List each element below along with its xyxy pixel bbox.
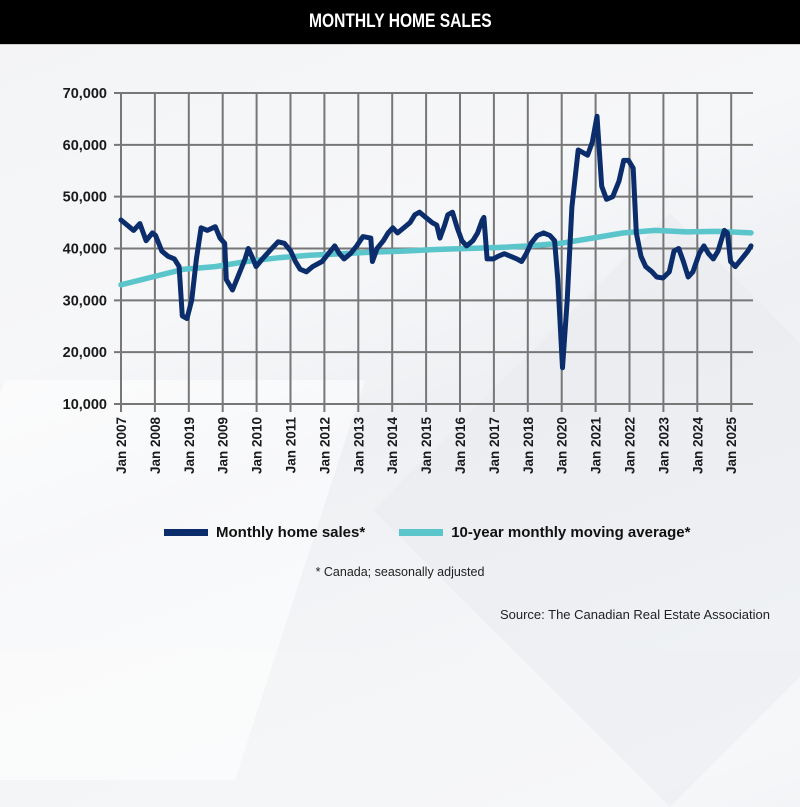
x-tick-label: Jan 2023 xyxy=(656,417,671,475)
legend-label-average: 10-year monthly moving average* xyxy=(451,524,691,541)
chart-header: MONTHLY HOME SALES xyxy=(0,0,800,45)
y-axis-ticks: 70,000 60,000 50,000 40,000 30,000 20,000 10,0… xyxy=(63,86,107,413)
x-tick-label: Jan 2012 xyxy=(317,417,332,474)
x-tick-label: Jan 2009 xyxy=(216,417,231,474)
x-tick-label: Jan 2021 xyxy=(589,417,604,475)
x-tick-label: Jan 2011 xyxy=(284,417,299,474)
x-tick-label: Jan 2014 xyxy=(385,417,400,475)
x-tick-label: Jan 2019 xyxy=(182,417,197,474)
legend: Monthly home sales* 10-year monthly movi… xyxy=(164,524,724,541)
x-tick-label: Jan 2010 xyxy=(250,417,265,474)
x-tick-label: Jan 2024 xyxy=(690,417,705,475)
chart-title: MONTHLY HOME SALES xyxy=(308,11,492,32)
legend-swatch-average xyxy=(399,529,444,536)
x-tick-label: Jan 2018 xyxy=(521,417,536,475)
footnote: * Canada; seasonally adjusted xyxy=(315,565,485,579)
legend-swatch-sales xyxy=(164,529,208,536)
y-tick-label: 60,000 xyxy=(63,138,107,154)
x-tick-label: Jan 2016 xyxy=(453,417,468,475)
x-tick-label: Jan 2025 xyxy=(724,417,739,475)
source-note: Source: The Canadian Real Estate Associa… xyxy=(499,607,770,622)
sales-line xyxy=(118,113,754,371)
series-lines xyxy=(118,113,754,371)
y-tick-label: 70,000 xyxy=(63,86,107,102)
x-tick-label: Jan 2015 xyxy=(419,417,434,475)
x-axis-ticks: Jan 2007 Jan 2008 Jan 2019 Jan 2009 Jan 2010… xyxy=(114,417,739,475)
legend-item-sales: Monthly home sales* xyxy=(164,524,365,541)
x-tick-label: Jan 2013 xyxy=(351,417,366,475)
y-tick-label: 30,000 xyxy=(63,293,107,309)
x-tick-label: Jan 2020 xyxy=(555,417,570,474)
legend-item-average: 10-year monthly moving average* xyxy=(399,524,690,541)
grid xyxy=(114,92,753,412)
y-tick-label: 50,000 xyxy=(63,190,107,206)
y-tick-label: 20,000 xyxy=(63,345,107,361)
y-tick-label: 40,000 xyxy=(63,242,107,258)
x-tick-label: Jan 2022 xyxy=(623,417,638,474)
x-tick-label: Jan 2007 xyxy=(114,417,129,474)
x-tick-label: Jan 2017 xyxy=(487,417,502,474)
line-chart: 70,000 60,000 50,000 40,000 30,000 20,000 10,0… xyxy=(63,86,754,475)
y-tick-label: 10,000 xyxy=(63,397,107,413)
legend-label-sales: Monthly home sales* xyxy=(216,524,366,541)
x-tick-label: Jan 2008 xyxy=(148,417,163,475)
